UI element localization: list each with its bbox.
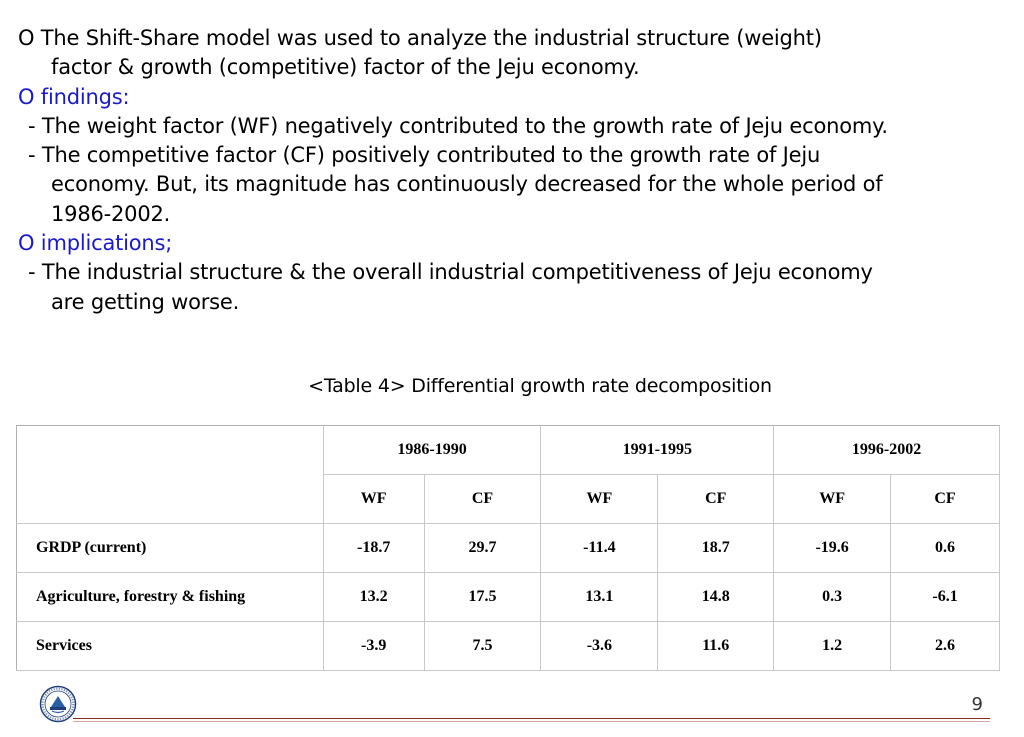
- table-cell: -19.6: [773, 523, 892, 573]
- factor-header: CF: [890, 474, 1000, 524]
- factor-header: WF: [773, 474, 892, 524]
- table-cell: 2.6: [890, 621, 1000, 671]
- row-label: GRDP (current): [16, 523, 324, 573]
- period-header: 1996-2002: [773, 425, 1000, 475]
- table-cell: 1.2: [773, 621, 892, 671]
- implication-1-line-2: are getting worse.: [51, 289, 240, 314]
- intro-line-1: O The Shift-Share model was used to anal…: [18, 26, 822, 50]
- table-cell: 11.6: [657, 621, 775, 671]
- table-cell: -6.1: [890, 572, 1000, 622]
- row-label: Agriculture, forestry & fishing: [16, 572, 324, 622]
- row-label: Services: [16, 621, 324, 671]
- table-cell: -11.4: [540, 523, 659, 573]
- table-row: GRDP (current) -18.7 29.7 -11.4 18.7 -19…: [16, 523, 1000, 573]
- table-cell: 18.7: [657, 523, 775, 573]
- period-header: 1991-1995: [540, 425, 775, 475]
- table-cell: 0.6: [890, 523, 1000, 573]
- finding-2-line-3: 1986-2002.: [51, 201, 171, 226]
- implications-heading: O implications;: [18, 231, 173, 256]
- table-corner-cell: [16, 425, 324, 524]
- table-subheader-row: WF CF WF CF WF CF: [17, 474, 1000, 524]
- table-header-row: 1986-1990 1991-1995 1996-2002: [16, 425, 1000, 524]
- table-cell: -3.6: [540, 621, 659, 671]
- growth-decomposition-table: 1986-1990 1991-1995 1996-2002 WF CF WF C…: [16, 425, 1000, 671]
- table-caption: <Table 4> Differential growth rate decom…: [308, 375, 772, 397]
- factor-header: WF: [540, 474, 659, 524]
- findings-heading: O findings:: [18, 84, 130, 109]
- table-cell: 7.5: [423, 621, 542, 671]
- finding-1: - The weight factor (WF) negatively cont…: [28, 113, 888, 138]
- table-cell: 13.1: [540, 572, 659, 622]
- table-cell: 13.2: [322, 572, 425, 622]
- factor-header: CF: [657, 474, 775, 524]
- finding-2-line-1: - The competitive factor (CF) positively…: [28, 143, 821, 168]
- table-row: Agriculture, forestry & fishing 13.2 17.…: [16, 572, 1000, 622]
- footer-divider: [73, 718, 990, 719]
- table-cell: -3.9: [322, 621, 425, 671]
- implication-1-line-1: - The industrial structure & the overall…: [28, 260, 873, 285]
- factor-header: WF: [322, 474, 425, 524]
- page-number: 9: [971, 694, 983, 715]
- university-seal-icon: [39, 685, 77, 723]
- period-header: 1986-1990: [322, 425, 542, 475]
- table-cell: 17.5: [423, 572, 542, 622]
- factor-header: CF: [423, 474, 542, 524]
- table-cell: 29.7: [423, 523, 542, 573]
- table-row: Services -3.9 7.5 -3.6 11.6 1.2 2.6: [16, 621, 1000, 671]
- table-cell: -18.7: [322, 523, 425, 573]
- finding-2-line-2: economy. But, its magnitude has continuo…: [51, 172, 883, 197]
- table-cell: 0.3: [773, 572, 892, 622]
- slide-body-text: O The Shift-Share model was used to anal…: [18, 24, 1008, 317]
- intro-line-2: factor & growth (competitive) factor of …: [51, 55, 640, 80]
- footer-divider-shadow: [73, 721, 990, 722]
- table-cell: 14.8: [657, 572, 775, 622]
